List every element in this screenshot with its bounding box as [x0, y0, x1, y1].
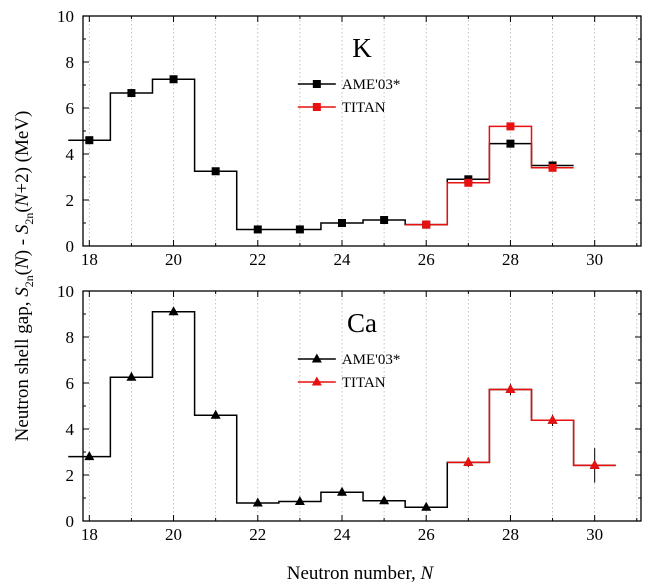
x-tick-label: 18: [81, 525, 98, 544]
legend-marker: [311, 376, 322, 386]
y-tick-label: 6: [66, 99, 75, 118]
legend-label: TITAN: [342, 100, 386, 116]
legend-marker: [311, 353, 322, 363]
step-line-titan: [405, 125, 574, 226]
y-axis-title-part2: (: [12, 269, 33, 275]
data-point: [84, 451, 95, 461]
y-tick-label: 0: [66, 237, 75, 256]
step-line-ame-03-: [68, 78, 574, 231]
y-tick-label: 2: [66, 466, 75, 485]
data-point: [421, 501, 432, 511]
y-tick-label: 8: [66, 328, 75, 347]
y-axis-title-n2: N: [12, 192, 33, 207]
data-point: [506, 139, 515, 148]
y-axis-title-sub: 2n: [22, 275, 36, 287]
x-tick-label: 26: [418, 250, 435, 269]
data-point: [85, 136, 94, 145]
x-axis-title-italic: N: [420, 563, 435, 584]
y-tick-label: 4: [66, 420, 75, 439]
data-point: [505, 383, 516, 393]
y-tick-label: 0: [66, 512, 75, 531]
data-point: [211, 167, 220, 176]
y-tick-label: 4: [66, 145, 75, 164]
y-axis-title-sub2: 2n: [22, 213, 36, 225]
step-line-titan: [447, 388, 616, 467]
legend-label: AME'03*: [342, 77, 401, 93]
data-point: [463, 456, 474, 466]
legend-marker: [312, 80, 321, 88]
data-point: [126, 371, 137, 381]
x-axis-title-text: Neutron number,: [287, 563, 421, 584]
legend-marker: [312, 103, 321, 111]
data-point: [253, 225, 262, 234]
data-point: [589, 459, 600, 469]
y-tick-label: 8: [66, 53, 75, 72]
data-point: [294, 495, 305, 505]
x-tick-label: 28: [502, 525, 519, 544]
panel-label: Ca: [347, 308, 377, 338]
data-point: [168, 306, 179, 316]
data-point: [210, 409, 221, 419]
panel-label: K: [352, 33, 372, 63]
data-point: [252, 497, 263, 507]
y-axis-title-s2: S: [12, 224, 33, 234]
y-axis-title-part3: ) -: [12, 234, 33, 256]
x-tick-label: 22: [249, 250, 266, 269]
legend-label: AME'03*: [342, 352, 401, 368]
data-point: [295, 225, 304, 234]
y-axis-title-n: N: [12, 255, 33, 270]
y-axis-title-s: S: [12, 287, 33, 297]
x-tick-label: 24: [333, 525, 351, 544]
x-tick-label: 28: [502, 250, 519, 269]
data-point: [379, 495, 390, 505]
x-tick-label: 20: [165, 250, 182, 269]
data-point: [337, 219, 346, 227]
x-tick-label: 24: [333, 250, 351, 269]
y-axis-title-part1: Neutron shell gap,: [12, 297, 33, 442]
y-axis-title-part4: (: [12, 206, 33, 212]
data-point: [422, 220, 431, 229]
data-point: [336, 486, 347, 496]
data-point: [464, 178, 473, 187]
data-point: [169, 75, 178, 84]
x-tick-label: 30: [586, 250, 603, 269]
y-axis-title-part5: +2) (MeV): [12, 111, 33, 194]
x-tick-label: 30: [586, 525, 603, 544]
y-tick-label: 10: [57, 7, 74, 26]
x-tick-label: 26: [418, 525, 435, 544]
y-tick-label: 2: [66, 191, 75, 210]
x-tick-label: 20: [165, 525, 182, 544]
x-tick-label: 22: [249, 525, 266, 544]
step-line-ame-03-: [68, 310, 616, 508]
data-point: [380, 216, 389, 225]
y-tick-label: 10: [57, 282, 74, 301]
data-point: [127, 89, 136, 98]
x-axis-title: Neutron number, N: [287, 563, 435, 584]
y-axis-title: Neutron shell gap, S2n(N) - S2n(N+2) (Me…: [12, 111, 36, 442]
data-point: [506, 122, 515, 131]
data-point: [548, 163, 557, 172]
x-tick-label: 18: [81, 250, 98, 269]
data-point: [547, 414, 558, 424]
y-tick-label: 6: [66, 374, 75, 393]
legend-label: TITAN: [342, 375, 386, 391]
